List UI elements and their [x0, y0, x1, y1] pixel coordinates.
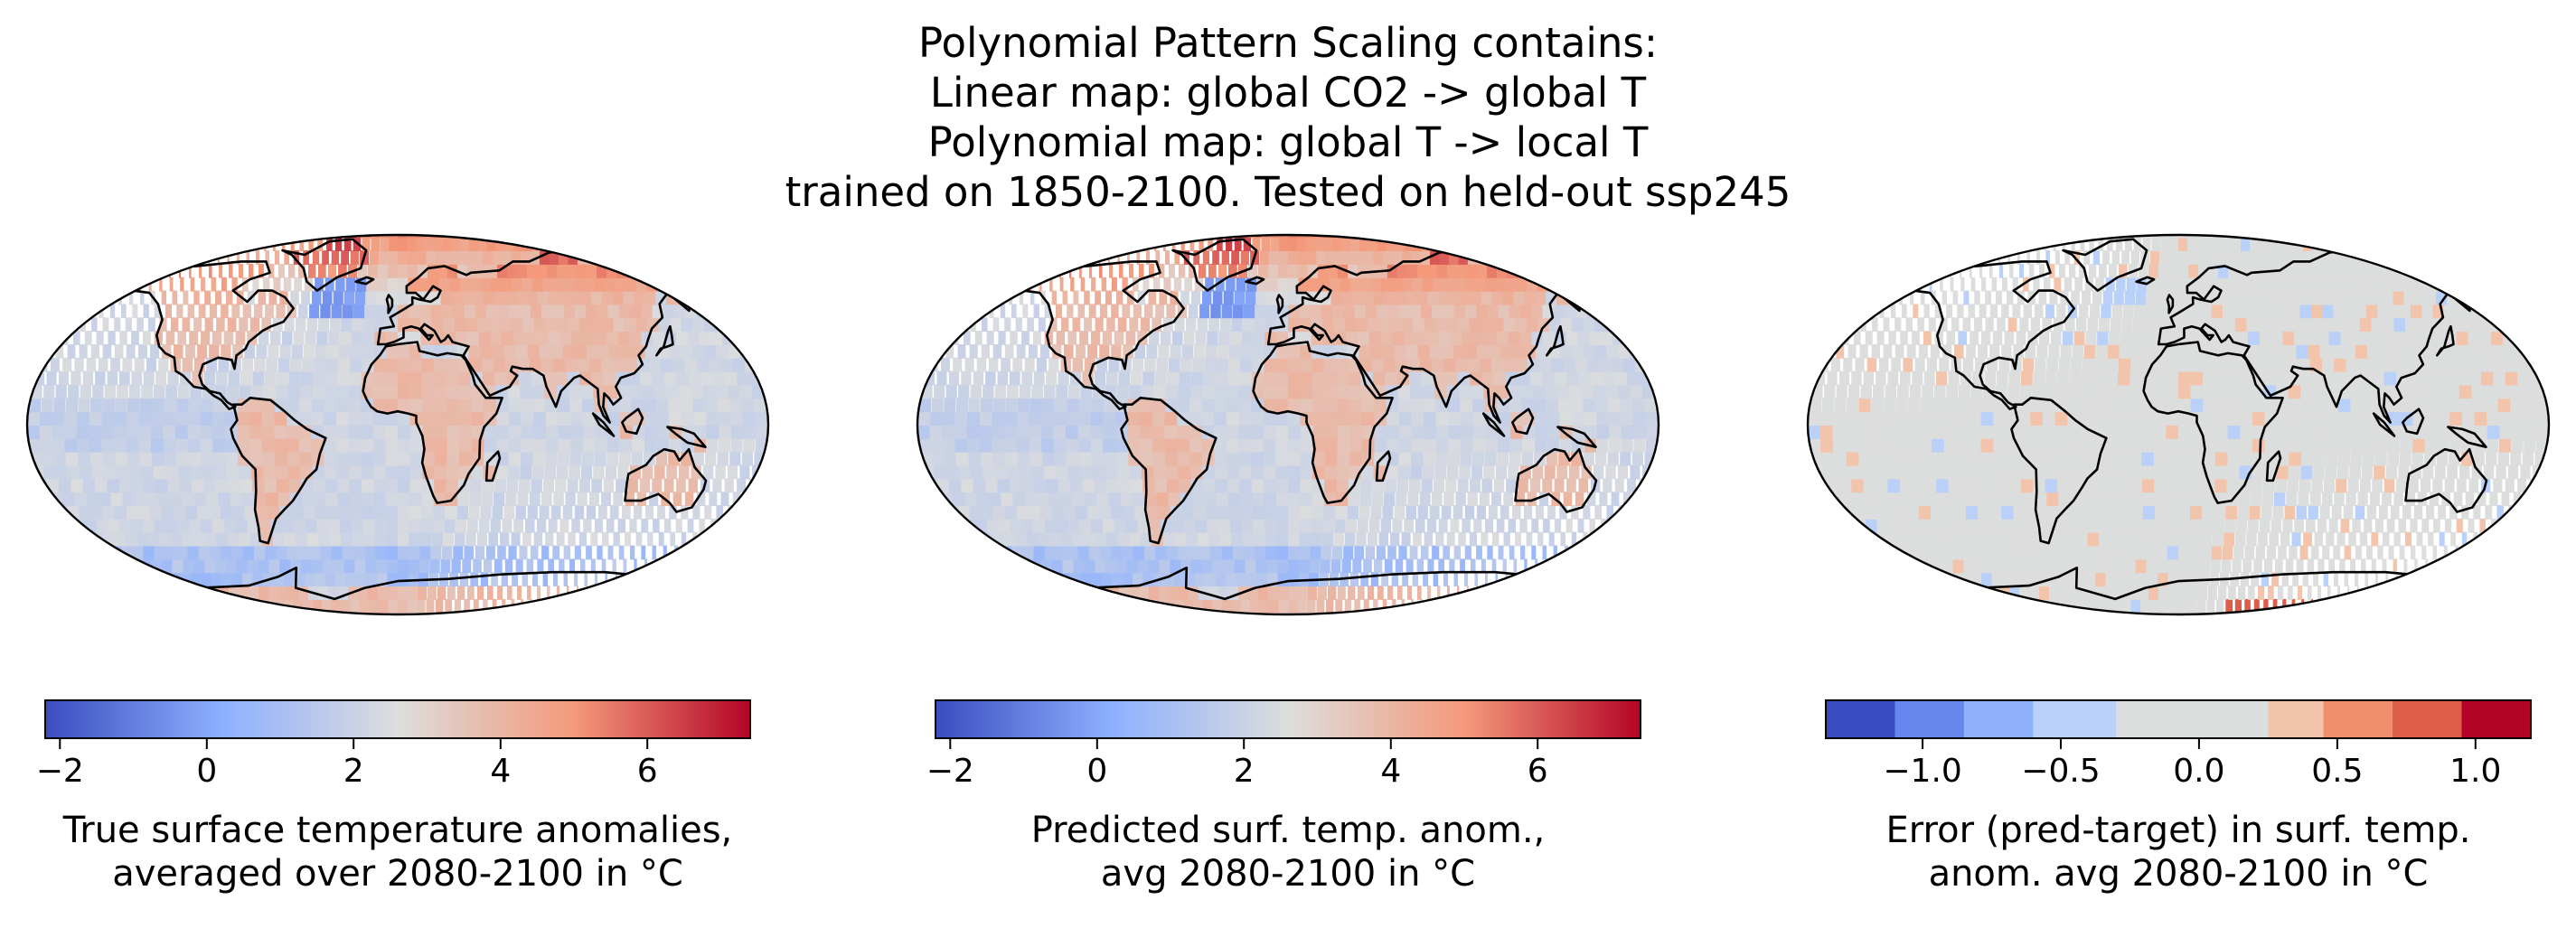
colorbar-gradient [935, 700, 1641, 738]
coastline [2447, 426, 2487, 448]
colorbar-gradient [45, 700, 750, 738]
caption-line: anom. avg 2080-2100 in °C [1928, 853, 2429, 895]
colorbar-tick-label: −0.5 [2021, 753, 2100, 790]
coastline [1882, 260, 2076, 410]
predicted-anomaly-colorbar: −2 0 2 4 6 [926, 699, 1641, 790]
caption-line: Predicted surf. temp. anom., [1030, 810, 1546, 851]
coastline [1266, 248, 1601, 424]
coastline [666, 426, 707, 448]
coastline [2401, 408, 2425, 436]
colorbar-tick-label: 4 [1380, 753, 1401, 790]
map-frame [25, 233, 770, 616]
colorbar-segment [2393, 700, 2463, 738]
coastline [362, 341, 503, 504]
colorbar-segment [2323, 700, 2393, 738]
error-panel: −1.0 −0.5 0.0 0.5 1.0 Error (pred-target) in… [1803, 230, 2553, 899]
true-anomaly-colorbar: −2 0 2 4 6 [36, 699, 751, 790]
coastline [2157, 248, 2491, 424]
title-line-2: Linear map: global CO2 -> global T [929, 69, 1647, 117]
coastline [1245, 276, 1265, 286]
coastline [992, 260, 1186, 410]
coastline [1275, 294, 1284, 314]
title-line-4: trained on 1850-2100. Tested on held-out… [785, 168, 1791, 216]
coastline [2010, 397, 2108, 545]
coastline [2166, 294, 2175, 314]
error-colorbar: −1.0 −0.5 0.0 0.5 1.0 [1825, 699, 2532, 790]
coastline [230, 397, 327, 545]
coastline [1556, 426, 1597, 448]
predicted-anomaly-caption: Predicted surf. temp. anom., avg 2080-21… [913, 809, 1663, 895]
colorbar-tick-label: 0 [196, 753, 217, 790]
colorbar-tick-label: 6 [1528, 753, 1548, 790]
colorbar-tick-label: −2 [36, 753, 84, 790]
colorbar-frame [1825, 699, 2532, 739]
colorbar-segment [2116, 700, 2269, 738]
colorbar-tick-label: −1.0 [1883, 753, 1961, 790]
coastline [376, 248, 710, 424]
caption-line: avg 2080-2100 in °C [1100, 853, 1476, 895]
coastline [1375, 450, 1392, 483]
colorbar-tick-label: 2 [1234, 753, 1255, 790]
true-anomaly-panel: −2 0 2 4 6 True surface temperature anomalie… [23, 230, 773, 899]
coastline [1514, 447, 1598, 513]
coastline [1252, 341, 1394, 504]
colorbar-segment [1894, 700, 1965, 738]
colorbar-tick-label: 0.0 [2173, 753, 2224, 790]
coastline [624, 447, 708, 513]
coastline [2404, 447, 2488, 513]
colorbar-segment [2033, 700, 2117, 738]
colorbar-segment [1963, 700, 2034, 738]
caption-line: Error (pred-target) in surf. temp. [1885, 810, 2471, 851]
coastline [2265, 450, 2282, 483]
coastline [1481, 412, 1506, 437]
coastline [385, 294, 394, 314]
coastline [2135, 276, 2156, 286]
coastline [2372, 412, 2396, 437]
colorbar-segment [2461, 700, 2532, 738]
figure-title: Polynomial Pattern Scaling contains: Lin… [0, 18, 2576, 217]
coastline [591, 412, 616, 437]
coastline [2062, 238, 2148, 292]
error-caption: Error (pred-target) in surf. temp. anom.… [1803, 809, 2553, 895]
title-line-1: Polynomial Pattern Scaling contains: [917, 19, 1659, 67]
coastline [101, 260, 296, 410]
colorbar-segment [2268, 700, 2325, 738]
map-frame [916, 233, 1660, 616]
colorbar-tick-label: 6 [637, 753, 658, 790]
colorbar-segment [1826, 700, 1896, 738]
coastline [1120, 397, 1217, 545]
coastline [2142, 341, 2284, 504]
colorbar-tick-label: 2 [343, 753, 364, 790]
map-frame [1806, 233, 2551, 616]
colorbar-tick-label: 0 [1086, 753, 1107, 790]
coastline [1545, 324, 1565, 357]
colorbar-frame [935, 699, 1641, 739]
true-anomaly-map [25, 233, 770, 616]
caption-line: averaged over 2080-2100 in °C [112, 853, 683, 895]
coastline [281, 238, 368, 292]
coastline [2435, 324, 2455, 357]
error-map [1806, 233, 2551, 616]
caption-line: True surface temperature anomalies, [62, 810, 733, 851]
coastline [654, 324, 674, 357]
colorbar-tick-label: −2 [926, 753, 974, 790]
predicted-anomaly-map [916, 233, 1660, 616]
title-line-3: Polynomial map: global T -> local T [927, 118, 1649, 166]
colorbar-tick-label: 0.5 [2311, 753, 2363, 790]
coastline [484, 450, 502, 483]
colorbar-frame [44, 699, 751, 739]
true-anomaly-caption: True surface temperature anomalies, aver… [23, 809, 773, 895]
coastline [354, 276, 375, 286]
coastline [1171, 238, 1258, 292]
colorbar-tick-label: 4 [490, 753, 511, 790]
coastline [1510, 408, 1535, 436]
predicted-anomaly-panel: −2 0 2 4 6 Predicted surf. temp. anom., avg … [913, 230, 1663, 899]
colorbar-tick-label: 1.0 [2449, 753, 2501, 790]
coastline [620, 408, 644, 436]
